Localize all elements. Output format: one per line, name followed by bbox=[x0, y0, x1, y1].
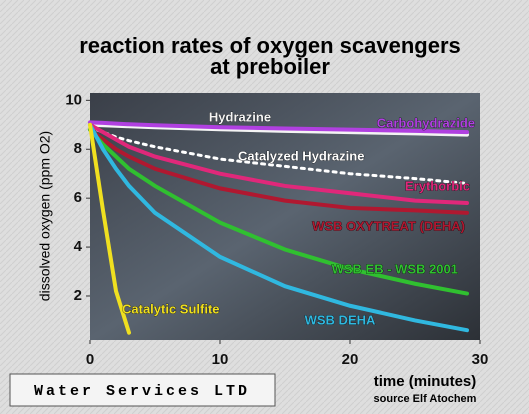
y-tick-label: 4 bbox=[74, 238, 83, 255]
y-axis-label: dissolved oxygen (ppm O2) bbox=[37, 131, 53, 301]
series-label: WSB OXYTREAT (DEHA) bbox=[312, 218, 465, 233]
series-label: Catalyzed Hydrazine bbox=[238, 148, 364, 163]
series-label: WSB DEHA bbox=[305, 312, 376, 327]
x-tick-label: 0 bbox=[86, 351, 94, 368]
series-label: Erythorbic bbox=[405, 178, 470, 193]
chart: reaction rates of oxygen scavengers at p… bbox=[0, 0, 529, 414]
series-label: WSB EB - WSB 2001 bbox=[332, 261, 458, 276]
y-tick-label: 8 bbox=[74, 140, 82, 157]
source: source Elf Atochem bbox=[374, 393, 477, 405]
series-label: Hydrazine bbox=[209, 109, 271, 124]
series-label: Catalytic Sulfite bbox=[122, 301, 220, 316]
x-axis-label: time (minutes) bbox=[374, 373, 477, 390]
x-tick-label: 30 bbox=[472, 351, 489, 368]
y-tick-label: 6 bbox=[74, 189, 82, 206]
x-tick-label: 10 bbox=[212, 351, 229, 368]
logo: Water Services LTD bbox=[34, 383, 250, 400]
chart-title: at preboiler bbox=[210, 54, 330, 79]
x-tick-label: 20 bbox=[342, 351, 359, 368]
series-label: Carbohydrazide bbox=[377, 115, 475, 130]
y-tick-label: 10 bbox=[65, 91, 82, 108]
y-tick-label: 2 bbox=[74, 287, 82, 304]
